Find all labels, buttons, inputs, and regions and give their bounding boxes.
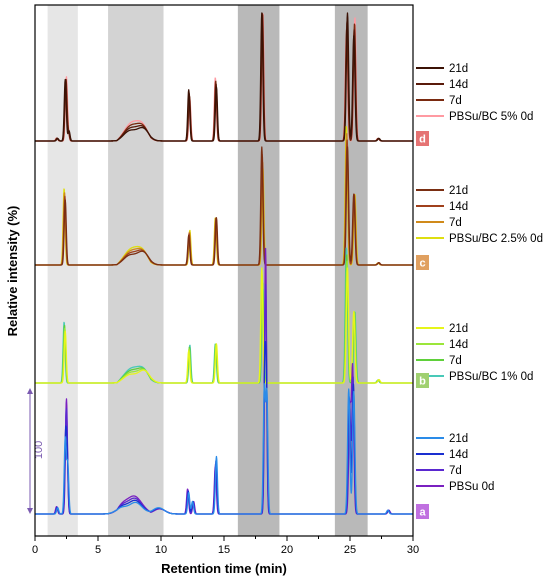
legend-label-d-1: 14d [449, 79, 468, 91]
panel-badge-d [416, 131, 429, 146]
trace-a-21d [34, 383, 414, 515]
legend-panel-c: 21d 14d 7d PBSu/BC 2.5% 0d c [416, 185, 543, 270]
panel-badge-c [416, 255, 429, 270]
x-tick-label-5: 25 [344, 544, 356, 556]
scale-bar-label: 100 [33, 441, 45, 459]
x-tick-label-6: 30 [407, 544, 419, 556]
panel-badge-label-c: c [419, 258, 425, 270]
panel-d-traces [34, 12, 414, 142]
shaded-region-1 [47, 5, 78, 536]
legend-label-a-3: PBSu 0d [449, 481, 494, 493]
trace-b-21d [34, 267, 414, 384]
x-axis: 0 5 10 15 20 25 30 [32, 536, 419, 556]
shaded-region-2 [108, 5, 164, 536]
y-axis-label: Relative intensity (%) [5, 206, 20, 337]
legend-panel-a: 21d 14d 7d PBSu 0d a [416, 433, 494, 519]
panel-a-traces [34, 247, 414, 515]
panel-c-traces [34, 125, 414, 266]
trace-d-21d [34, 12, 414, 142]
legend-layer: 21d 14d 7d PBSu/BC 5% 0d d 21d 14d 7d PBSu/BC 2.… [416, 63, 543, 519]
legend-label-b-2: 7d [449, 355, 462, 367]
panel-badge-b [416, 373, 429, 388]
legend-label-c-3: PBSu/BC 2.5% 0d [449, 233, 543, 245]
x-tick-label-0: 0 [32, 544, 38, 556]
trace-c-21d [34, 146, 414, 266]
scale-bar-arrow-down [27, 508, 33, 514]
legend-label-c-0: 21d [449, 185, 468, 197]
legend-label-b-1: 14d [449, 339, 468, 351]
legend-label-d-2: 7d [449, 95, 462, 107]
legend-label-d-0: 21d [449, 63, 468, 75]
legend-label-a-1: 14d [449, 449, 468, 461]
legend-panel-b: 21d 14d 7d PBSu/BC 1% 0d b [416, 323, 533, 388]
x-axis-label: Retention time (min) [161, 561, 287, 576]
panel-badge-label-a: a [419, 507, 426, 519]
x-tick-label-3: 15 [218, 544, 230, 556]
legend-label-d-3: PBSu/BC 5% 0d [449, 111, 533, 123]
x-tick-label-4: 20 [281, 544, 293, 556]
shaded-region-4 [334, 5, 368, 536]
panel-badge-label-d: d [419, 134, 426, 146]
x-tick-label-2: 10 [155, 544, 167, 556]
shaded-regions [47, 5, 368, 536]
shaded-region-3 [237, 5, 280, 536]
legend-label-c-1: 14d [449, 201, 468, 213]
trace-layer [34, 12, 414, 515]
legend-label-a-0: 21d [449, 433, 468, 445]
panel-badge-a [416, 504, 429, 519]
legend-label-c-2: 7d [449, 217, 462, 229]
legend-panel-d: 21d 14d 7d PBSu/BC 5% 0d d [416, 63, 533, 146]
legend-label-b-0: 21d [449, 323, 468, 335]
legend-label-b-3: PBSu/BC 1% 0d [449, 371, 533, 383]
panel-badge-label-b: b [419, 376, 426, 388]
scale-bar-arrow-up [27, 388, 33, 394]
scale-bar: 100 [27, 388, 45, 514]
panel-b-traces [34, 247, 414, 384]
x-tick-label-1: 5 [95, 544, 101, 556]
legend-label-a-2: 7d [449, 465, 462, 477]
